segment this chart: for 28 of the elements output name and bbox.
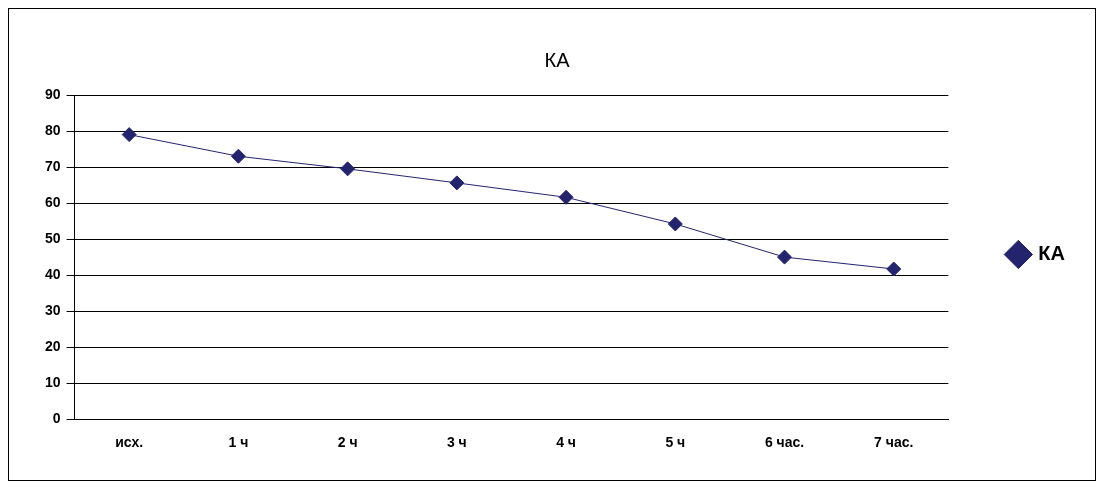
legend-label: КА — [1038, 242, 1066, 265]
point — [121, 127, 137, 143]
y-tick-label: 30 — [44, 301, 61, 318]
point — [558, 189, 574, 205]
chart-title: КА — [544, 48, 571, 71]
x-tick-label: 4 ч — [556, 434, 576, 451]
x-tick-label: 1 ч — [228, 434, 249, 451]
point — [230, 148, 246, 164]
y-tick-label: 10 — [44, 374, 61, 391]
x-tick-label: 6 час. — [764, 434, 805, 451]
y-tick-label: 60 — [44, 193, 61, 210]
y-tick-label: 20 — [44, 338, 61, 355]
x-tick-label: 7 час. — [874, 434, 914, 451]
y-tick-label: 90 — [44, 85, 61, 102]
y-tick-label: 0 — [52, 410, 61, 427]
y-tick-label: 70 — [44, 157, 61, 174]
point — [777, 249, 793, 265]
point — [340, 161, 356, 177]
x-tick-label: исх. — [115, 434, 144, 451]
y-tick-label: 50 — [44, 229, 61, 246]
y-tick-label: 40 — [44, 265, 61, 282]
point — [667, 216, 683, 232]
x-tick-label: 2 ч — [337, 434, 358, 451]
point — [449, 175, 465, 191]
y-tick-label: 80 — [44, 121, 61, 138]
x-tick-label: 3 ч — [446, 434, 467, 451]
x-tick-label: 5 ч — [665, 434, 686, 451]
point — [886, 261, 902, 277]
